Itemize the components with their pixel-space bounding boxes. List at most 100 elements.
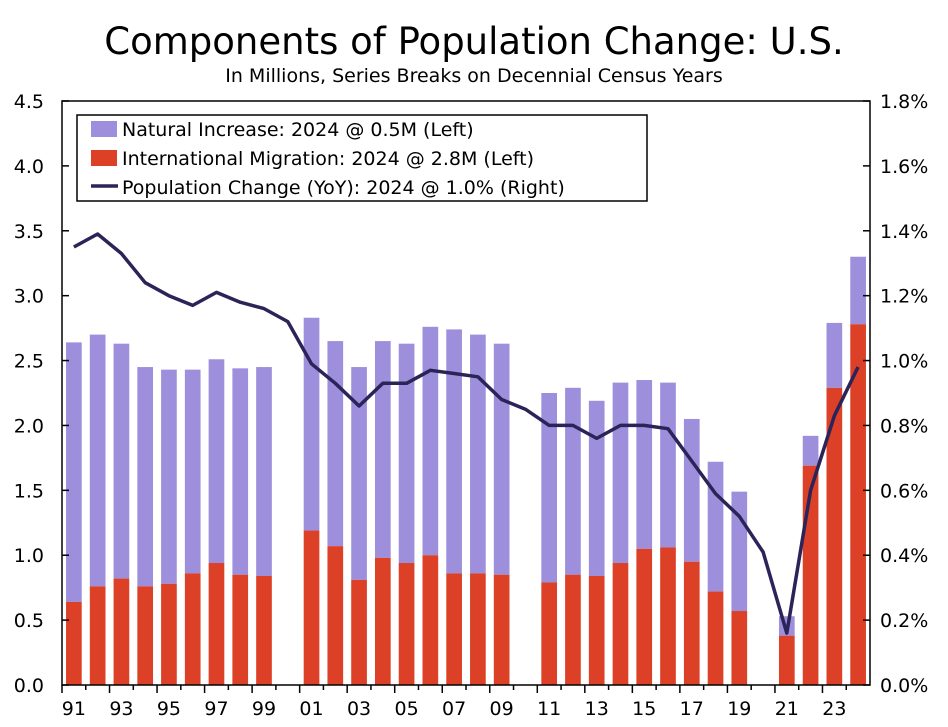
bar-natural-2023 xyxy=(826,322,843,388)
bar-migration-2009 xyxy=(493,574,510,685)
bar-migration-2017 xyxy=(683,561,700,685)
bar-migration-2021 xyxy=(778,635,795,685)
bar-migration-2015 xyxy=(636,548,653,685)
bar-natural-1991 xyxy=(66,342,82,602)
bar-migration-1991 xyxy=(66,601,82,685)
bar-natural-2006 xyxy=(422,326,439,556)
bar-migration-2001 xyxy=(303,530,320,685)
bar-migration-2012 xyxy=(565,574,581,685)
bar-migration-2018 xyxy=(707,591,724,685)
bar-natural-1996 xyxy=(184,369,201,574)
left-tick-label: 4.0 xyxy=(14,156,44,178)
bar-migration-2014 xyxy=(612,563,629,685)
bar-migration-1992 xyxy=(89,586,106,685)
bar-natural-2008 xyxy=(470,334,486,574)
left-tick-label: 4.5 xyxy=(14,91,44,113)
bar-natural-2016 xyxy=(660,382,676,548)
x-tick-label: 91 xyxy=(62,698,86,720)
bar-natural-2001 xyxy=(303,317,320,531)
legend-swatch-migration xyxy=(91,150,117,166)
x-tick-label: 15 xyxy=(632,698,656,720)
bar-natural-1993 xyxy=(113,343,130,579)
bar-natural-2022 xyxy=(802,435,819,466)
right-tick-label: 1.6% xyxy=(880,156,928,178)
legend: Natural Increase: 2024 @ 0.5M (Left) Int… xyxy=(76,114,648,202)
bar-natural-1998 xyxy=(232,368,249,575)
bar-natural-1994 xyxy=(137,367,154,587)
legend-swatch-natural xyxy=(91,121,117,137)
axis-ticks: 0.0 0.5 1.0 1.5 2.0 2.5 3.0 3.5 4.0 4.5 0.0% 0.2% 0.… xyxy=(14,91,929,720)
bar-migration-1993 xyxy=(113,578,130,685)
right-tick-label: 0.2% xyxy=(880,610,928,632)
bar-natural-2018 xyxy=(707,461,724,592)
x-tick-label: 09 xyxy=(490,698,514,720)
bar-natural-2007 xyxy=(446,329,462,574)
bar-migration-2024 xyxy=(850,324,866,685)
bar-natural-2015 xyxy=(636,380,653,549)
bar-natural-2011 xyxy=(541,393,558,583)
legend-box xyxy=(76,114,648,202)
x-tick-label: 13 xyxy=(585,698,609,720)
bar-natural-2005 xyxy=(398,343,415,564)
chart-title: Components of Population Change: U.S. xyxy=(104,20,844,63)
x-tick-label: 01 xyxy=(299,698,323,720)
left-tick-label: 1.0 xyxy=(14,545,44,567)
legend-label-population: Population Change (YoY): 2024 @ 1.0% (Ri… xyxy=(122,177,565,199)
x-tick-label: 21 xyxy=(775,698,799,720)
bar-natural-1995 xyxy=(161,369,177,584)
x-tick-label: 17 xyxy=(680,698,704,720)
legend-label-natural: Natural Increase: 2024 @ 0.5M (Left) xyxy=(122,119,474,141)
bar-natural-2003 xyxy=(351,367,367,580)
right-tick-label: 0.8% xyxy=(880,415,928,437)
bar-migration-2019 xyxy=(731,611,748,685)
x-tick-label: 95 xyxy=(157,698,181,720)
right-tick-label: 0.4% xyxy=(880,545,928,567)
x-tick-label: 99 xyxy=(252,698,276,720)
right-tick-label: 1.4% xyxy=(880,221,928,243)
bar-migration-2003 xyxy=(351,579,367,685)
bar-migration-2011 xyxy=(541,582,558,685)
bar-migration-2013 xyxy=(588,575,605,685)
bar-migration-2016 xyxy=(660,547,676,685)
bar-migration-1997 xyxy=(208,563,225,685)
left-tick-label: 2.5 xyxy=(14,351,44,373)
bar-migration-2008 xyxy=(470,573,486,685)
left-tick-label: 0.0 xyxy=(14,675,44,697)
x-tick-label: 05 xyxy=(394,698,418,720)
bar-migration-2004 xyxy=(374,557,391,685)
bar-natural-2017 xyxy=(683,418,700,562)
x-tick-label: 23 xyxy=(822,698,846,720)
right-tick-label: 1.0% xyxy=(880,351,928,373)
left-tick-label: 2.0 xyxy=(14,415,44,437)
bar-migration-1994 xyxy=(137,586,154,685)
bar-migration-1999 xyxy=(256,575,272,685)
x-tick-label: 11 xyxy=(537,698,561,720)
left-tick-label: 3.5 xyxy=(14,221,44,243)
chart-subtitle: In Millions, Series Breaks on Decennial … xyxy=(225,65,723,87)
bar-natural-2009 xyxy=(493,343,510,575)
legend-label-migration: International Migration: 2024 @ 2.8M (Le… xyxy=(122,148,534,170)
bar-migration-1996 xyxy=(184,573,201,685)
right-tick-label: 0.6% xyxy=(880,480,928,502)
bar-migration-1998 xyxy=(232,574,249,685)
right-tick-label: 0.0% xyxy=(880,675,928,697)
bar-natural-2002 xyxy=(327,341,344,547)
x-tick-label: 03 xyxy=(347,698,371,720)
bar-migration-2023 xyxy=(826,387,843,685)
bar-natural-1992 xyxy=(89,334,106,587)
right-tick-label: 1.2% xyxy=(880,286,928,308)
bar-migration-2005 xyxy=(398,563,415,685)
bar-natural-2024 xyxy=(850,256,866,325)
bar-migration-2007 xyxy=(446,573,462,685)
bar-natural-1997 xyxy=(208,359,225,564)
x-tick-label: 93 xyxy=(109,698,133,720)
bar-natural-2014 xyxy=(612,382,629,564)
bar-natural-2012 xyxy=(565,387,581,575)
left-tick-label: 0.5 xyxy=(14,610,44,632)
population-change-line xyxy=(73,232,860,635)
bar-migration-2002 xyxy=(327,546,344,685)
x-tick-label: 19 xyxy=(727,698,751,720)
right-tick-label: 1.8% xyxy=(880,91,928,113)
bar-natural-2004 xyxy=(374,341,391,558)
